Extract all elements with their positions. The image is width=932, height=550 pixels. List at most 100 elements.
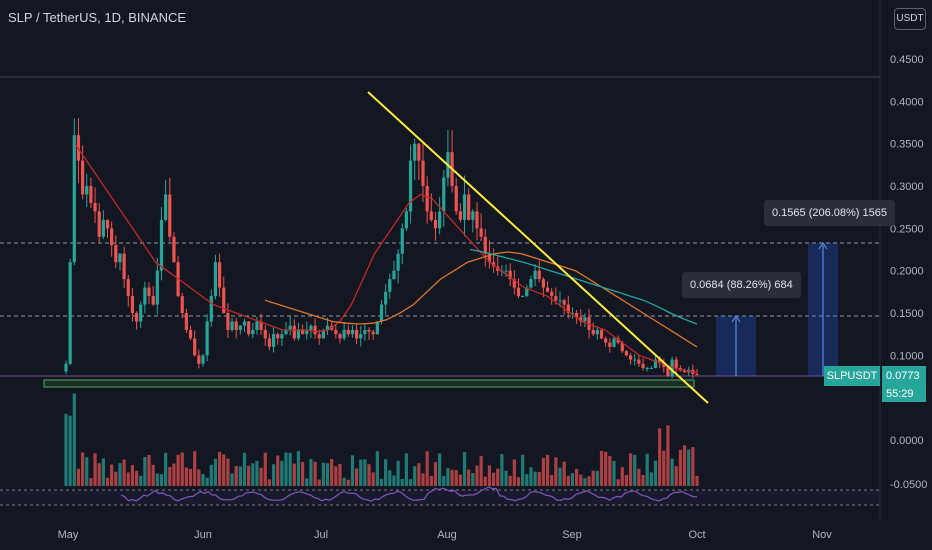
volume-bar [213,458,218,486]
y-tick-label: 0.0000 [890,435,924,447]
candle-body [608,342,612,347]
candle-body [413,143,417,161]
volume-bar [529,467,533,486]
candle-body [238,325,242,330]
volume-bar [487,465,492,486]
volume-bar [595,470,599,486]
volume-bar [168,466,172,486]
candle-body [81,160,85,195]
volume-bar [400,478,404,486]
candle-body [641,363,645,369]
candle-body [363,329,367,335]
volume-bar [500,454,504,486]
volume-bar [151,464,155,486]
candle-body [458,211,462,220]
volume-bar [130,465,135,486]
candle-body [105,219,110,229]
candle-body [624,351,629,356]
candle-body [595,329,599,335]
y-tick-label: 0.1000 [890,350,924,362]
candle-body [301,329,305,335]
candle-body [164,194,168,220]
volume-bar [442,475,446,486]
candle-body [271,334,276,347]
candle-body [483,236,487,254]
candle-body [122,253,126,280]
candle-body [139,304,143,322]
trendline [367,91,709,404]
candle-body [583,317,587,322]
candle-body [487,253,492,263]
candle-body [566,304,570,313]
candle-body [525,287,529,297]
candle-body [616,338,620,343]
volume-bar [467,469,471,486]
volume-bar [363,459,367,486]
candle-body [550,291,554,297]
candle-body [633,359,637,361]
candle-body [367,329,371,332]
candle-body [371,331,375,335]
volume-bar [624,474,629,486]
candle-body [110,228,114,246]
candle-body [425,186,429,212]
volume-bar [359,459,363,486]
candle-body [666,367,670,377]
candle-body [325,325,330,330]
volume-bar [612,460,616,486]
exchange-label: BINANCE [128,10,187,25]
chart-header[interactable]: SLP / TetherUS, 1D, BINANCE [8,10,187,25]
candle-body [267,338,272,347]
volume-bar [583,478,587,486]
candle-body [467,194,471,220]
volume-bar [197,469,201,486]
volume-bar [521,454,525,486]
candle-body [346,329,350,335]
x-tick-label: Jun [194,529,212,541]
volume-bar [554,457,558,486]
candle-body [313,325,317,335]
candle-body [628,355,633,360]
volume-bar [429,476,433,486]
currency-button[interactable]: USDT [894,8,926,30]
volume-bar [110,464,114,486]
candle-body [188,329,193,339]
volume-bar [330,459,334,486]
candle-body [172,236,176,263]
volume-bar [512,459,516,486]
volume-bar [209,464,213,486]
candle-body [670,359,674,377]
candle-body [342,329,346,339]
volume-bar [105,477,110,486]
volume-bar [566,475,570,486]
rsi-line [120,486,698,502]
volume-bar [172,463,176,486]
candle-body [379,304,384,322]
volume-bar [388,470,392,486]
volume-bar [201,474,205,486]
volume-bar [301,461,305,486]
candle-body [317,334,321,339]
volume-bar [68,415,72,486]
candle-body [97,211,101,237]
candle-body [242,321,247,326]
volume-bar [334,466,338,486]
candle-body [545,287,550,292]
measure-arrowhead-small [731,315,741,323]
volume-bar [159,474,164,486]
volume-bar [321,462,325,486]
candle-body [396,253,400,271]
candle-body [658,359,662,363]
candle-body [375,321,379,335]
candle-body [193,338,197,356]
candle-body [155,270,159,305]
volume-bar [662,450,666,486]
candle-body [429,211,433,220]
y-tick-label: -0.0500 [890,479,927,491]
volume-bar [579,474,583,486]
volume-bar [695,475,699,486]
candle-body [471,211,475,220]
volume-bar [313,461,317,486]
y-tick-label: 0.3500 [890,139,924,151]
